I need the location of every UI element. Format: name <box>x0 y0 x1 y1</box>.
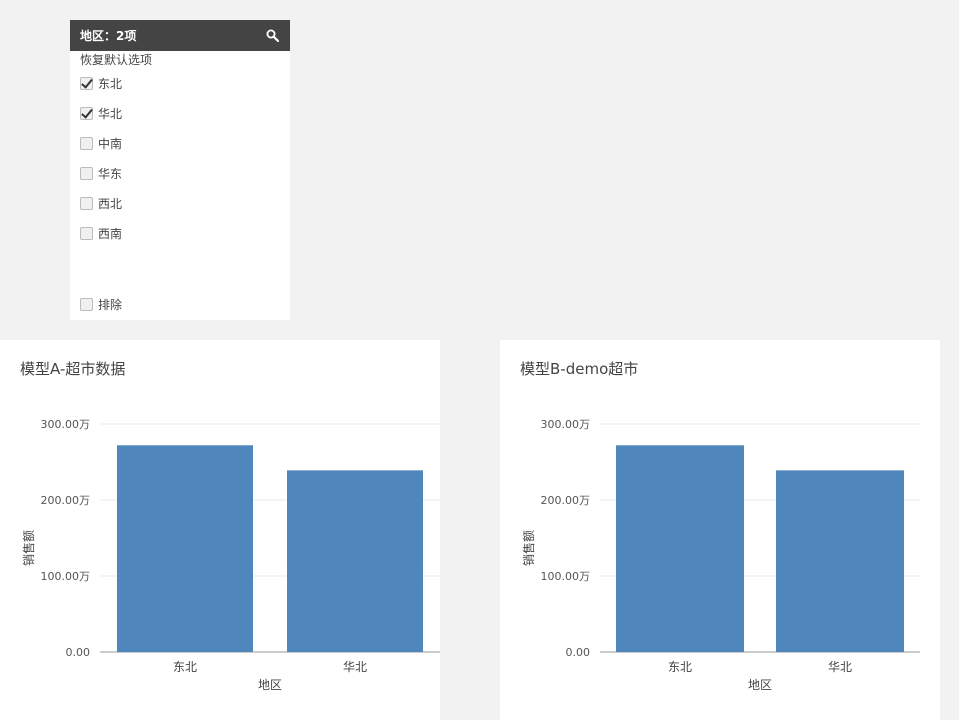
exclude-checkbox[interactable] <box>80 297 93 311</box>
x-tick-label: 华北 <box>828 660 852 674</box>
chart-title: 模型B-demo超市 <box>520 360 639 378</box>
filter-option-dongbei[interactable]: 东北 <box>80 75 122 91</box>
filter-option-huabei[interactable]: 华北 <box>80 105 122 121</box>
chart-card-a: 模型A-超市数据 0.00 100.00万 200.00万 300.00万东北 华北地区… <box>0 340 440 720</box>
checkbox[interactable] <box>80 136 93 150</box>
chart-card-b: 模型B-demo超市 0.00 100.00万 200.00万 300.00万东北 华北… <box>500 340 940 720</box>
y-tick-label: 100.00万 <box>41 570 91 583</box>
bar[interactable] <box>287 470 423 652</box>
option-label: 华东 <box>98 166 123 181</box>
y-tick-label: 0.00 <box>566 646 591 659</box>
bar[interactable] <box>117 445 253 652</box>
filter-option-huadong[interactable]: 华东 <box>80 165 122 181</box>
x-tick-label: 东北 <box>668 660 692 674</box>
region-filter-panel: 地区：2项 恢复默认选项 东北 华北 中南 华东 西北 西南 排除 <box>70 20 290 320</box>
y-tick-label: 0.00 <box>66 646 91 659</box>
chart-title: 模型A-超市数据 <box>20 360 126 378</box>
filter-title: 地区：2项 <box>80 29 137 43</box>
filter-option-xibei[interactable]: 西北 <box>80 195 122 211</box>
option-label: 西南 <box>98 226 123 241</box>
y-tick-label: 300.00万 <box>41 418 91 431</box>
x-tick-label: 华北 <box>343 660 367 674</box>
filter-option-xinan[interactable]: 西南 <box>80 225 122 241</box>
y-axis-label: 销售额 <box>521 530 536 566</box>
option-label: 华北 <box>98 106 123 121</box>
exclude-label: 排除 <box>98 297 123 312</box>
checkbox[interactable] <box>80 226 93 240</box>
option-label: 东北 <box>98 76 123 91</box>
y-tick-label: 200.00万 <box>541 494 591 507</box>
exclude-option[interactable]: 排除 <box>80 296 122 312</box>
x-axis-label: 地区 <box>258 678 282 692</box>
search-icon[interactable] <box>264 28 280 44</box>
filter-header: 地区：2项 <box>70 20 290 51</box>
checkbox[interactable] <box>80 106 93 120</box>
y-tick-label: 300.00万 <box>541 418 591 431</box>
bar[interactable] <box>616 445 744 652</box>
y-tick-label: 200.00万 <box>41 494 91 507</box>
checkbox[interactable] <box>80 166 93 180</box>
x-axis-label: 地区 <box>748 678 772 692</box>
option-label: 中南 <box>98 136 123 151</box>
reset-default-link[interactable]: 恢复默认选项 <box>80 53 153 67</box>
y-axis-label: 销售额 <box>21 530 36 566</box>
filter-option-zhongnan[interactable]: 中南 <box>80 135 122 151</box>
checkbox[interactable] <box>80 76 93 90</box>
y-tick-label: 100.00万 <box>541 570 591 583</box>
checkbox[interactable] <box>80 196 93 210</box>
bar[interactable] <box>776 470 904 652</box>
x-tick-label: 东北 <box>173 660 197 674</box>
option-label: 西北 <box>98 196 123 211</box>
